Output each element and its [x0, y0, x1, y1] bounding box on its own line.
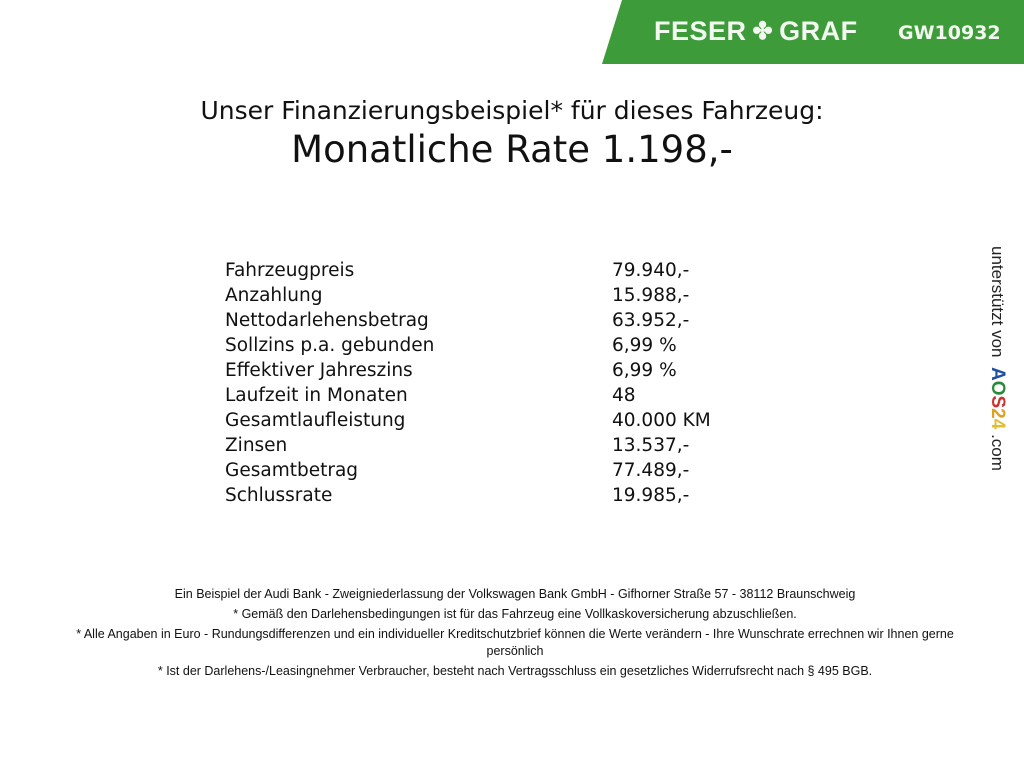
aos24-logo: AOS24: [987, 366, 1008, 430]
row-label: Schlussrate: [225, 485, 333, 506]
row-label: Zinsen: [225, 435, 288, 456]
brand-logo: FESER ✤ GRAF: [654, 16, 858, 47]
brand-name-2: GRAF: [779, 16, 858, 46]
row-value: 79.940,-: [612, 260, 690, 281]
row-value: 40.000 KM: [612, 410, 711, 431]
table-row: Anzahlung 15.988,-: [225, 283, 711, 308]
monthly-rate: Monatliche Rate 1.198,-: [291, 128, 733, 171]
heading: Unser Finanzierungsbeispiel* für dieses …: [200, 96, 824, 125]
row-label: Gesamtlaufleistung: [225, 410, 406, 431]
row-label: Laufzeit in Monaten: [225, 385, 408, 406]
row-label: Effektiver Jahreszins: [225, 360, 413, 381]
table-row: Sollzins p.a. gebunden 6,99 %: [225, 333, 711, 358]
sponsor-text: unterstützt von: [988, 246, 1007, 358]
table-row: Schlussrate 19.985,-: [225, 483, 711, 508]
row-value: 19.985,-: [612, 485, 690, 506]
row-label: Sollzins p.a. gebunden: [225, 335, 435, 356]
row-label: Gesamtbetrag: [225, 460, 359, 481]
row-value: 6,99 %: [612, 335, 677, 356]
table-row: Laufzeit in Monaten 48: [225, 383, 711, 408]
row-label: Nettodarlehensbetrag: [225, 310, 429, 331]
row-value: 77.489,-: [612, 460, 690, 481]
table-row: Fahrzeugpreis 79.940,-: [225, 258, 711, 283]
row-value: 15.988,-: [612, 285, 690, 306]
brand-banner: [602, 0, 1024, 64]
row-value: 48: [612, 385, 636, 406]
clover-icon: ✤: [752, 18, 774, 45]
disclaimer-line: * Gemäß den Darlehensbedingungen ist für…: [233, 607, 797, 621]
sponsor-note: unterstützt von AOS24 .com: [986, 246, 1008, 471]
table-row: Gesamtlaufleistung 40.000 KM: [225, 408, 711, 433]
row-label: Anzahlung: [225, 285, 323, 306]
row-value: 6,99 %: [612, 360, 677, 381]
disclaimer-line: Ein Beispiel der Audi Bank - Zweignieder…: [174, 587, 856, 601]
table-row: Zinsen 13.537,-: [225, 433, 711, 458]
row-value: 63.952,-: [612, 310, 690, 331]
table-row: Nettodarlehensbetrag 63.952,-: [225, 308, 711, 333]
disclaimer-line: * Alle Angaben in Euro - Rundungsdiffere…: [76, 627, 954, 658]
brand-name-1: FESER: [654, 16, 747, 46]
row-value: 13.537,-: [612, 435, 690, 456]
vehicle-code: GW10932: [898, 22, 1001, 44]
disclaimer: Ein Beispiel der Audi Bank - Zweignieder…: [50, 586, 980, 683]
table-row: Gesamtbetrag 77.489,-: [225, 458, 711, 483]
finance-table: Fahrzeugpreis 79.940,- Anzahlung 15.988,- …: [225, 258, 711, 508]
disclaimer-line: * Ist der Darlehens-/Leasingnehmer Verbr…: [157, 664, 873, 678]
row-label: Fahrzeugpreis: [225, 260, 355, 281]
table-row: Effektiver Jahreszins 6,99 %: [225, 358, 711, 383]
sponsor-domain: .com: [988, 434, 1007, 471]
